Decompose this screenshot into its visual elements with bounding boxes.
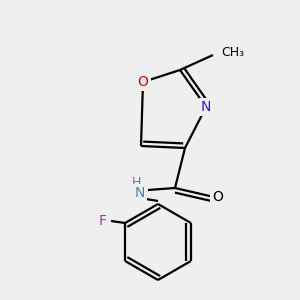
Text: O: O: [213, 190, 224, 204]
Text: CH₃: CH₃: [221, 46, 244, 59]
Text: O: O: [138, 75, 148, 89]
Text: N: N: [201, 100, 211, 114]
Text: N: N: [135, 186, 145, 200]
Text: F: F: [99, 214, 107, 228]
Text: H: H: [131, 176, 141, 188]
